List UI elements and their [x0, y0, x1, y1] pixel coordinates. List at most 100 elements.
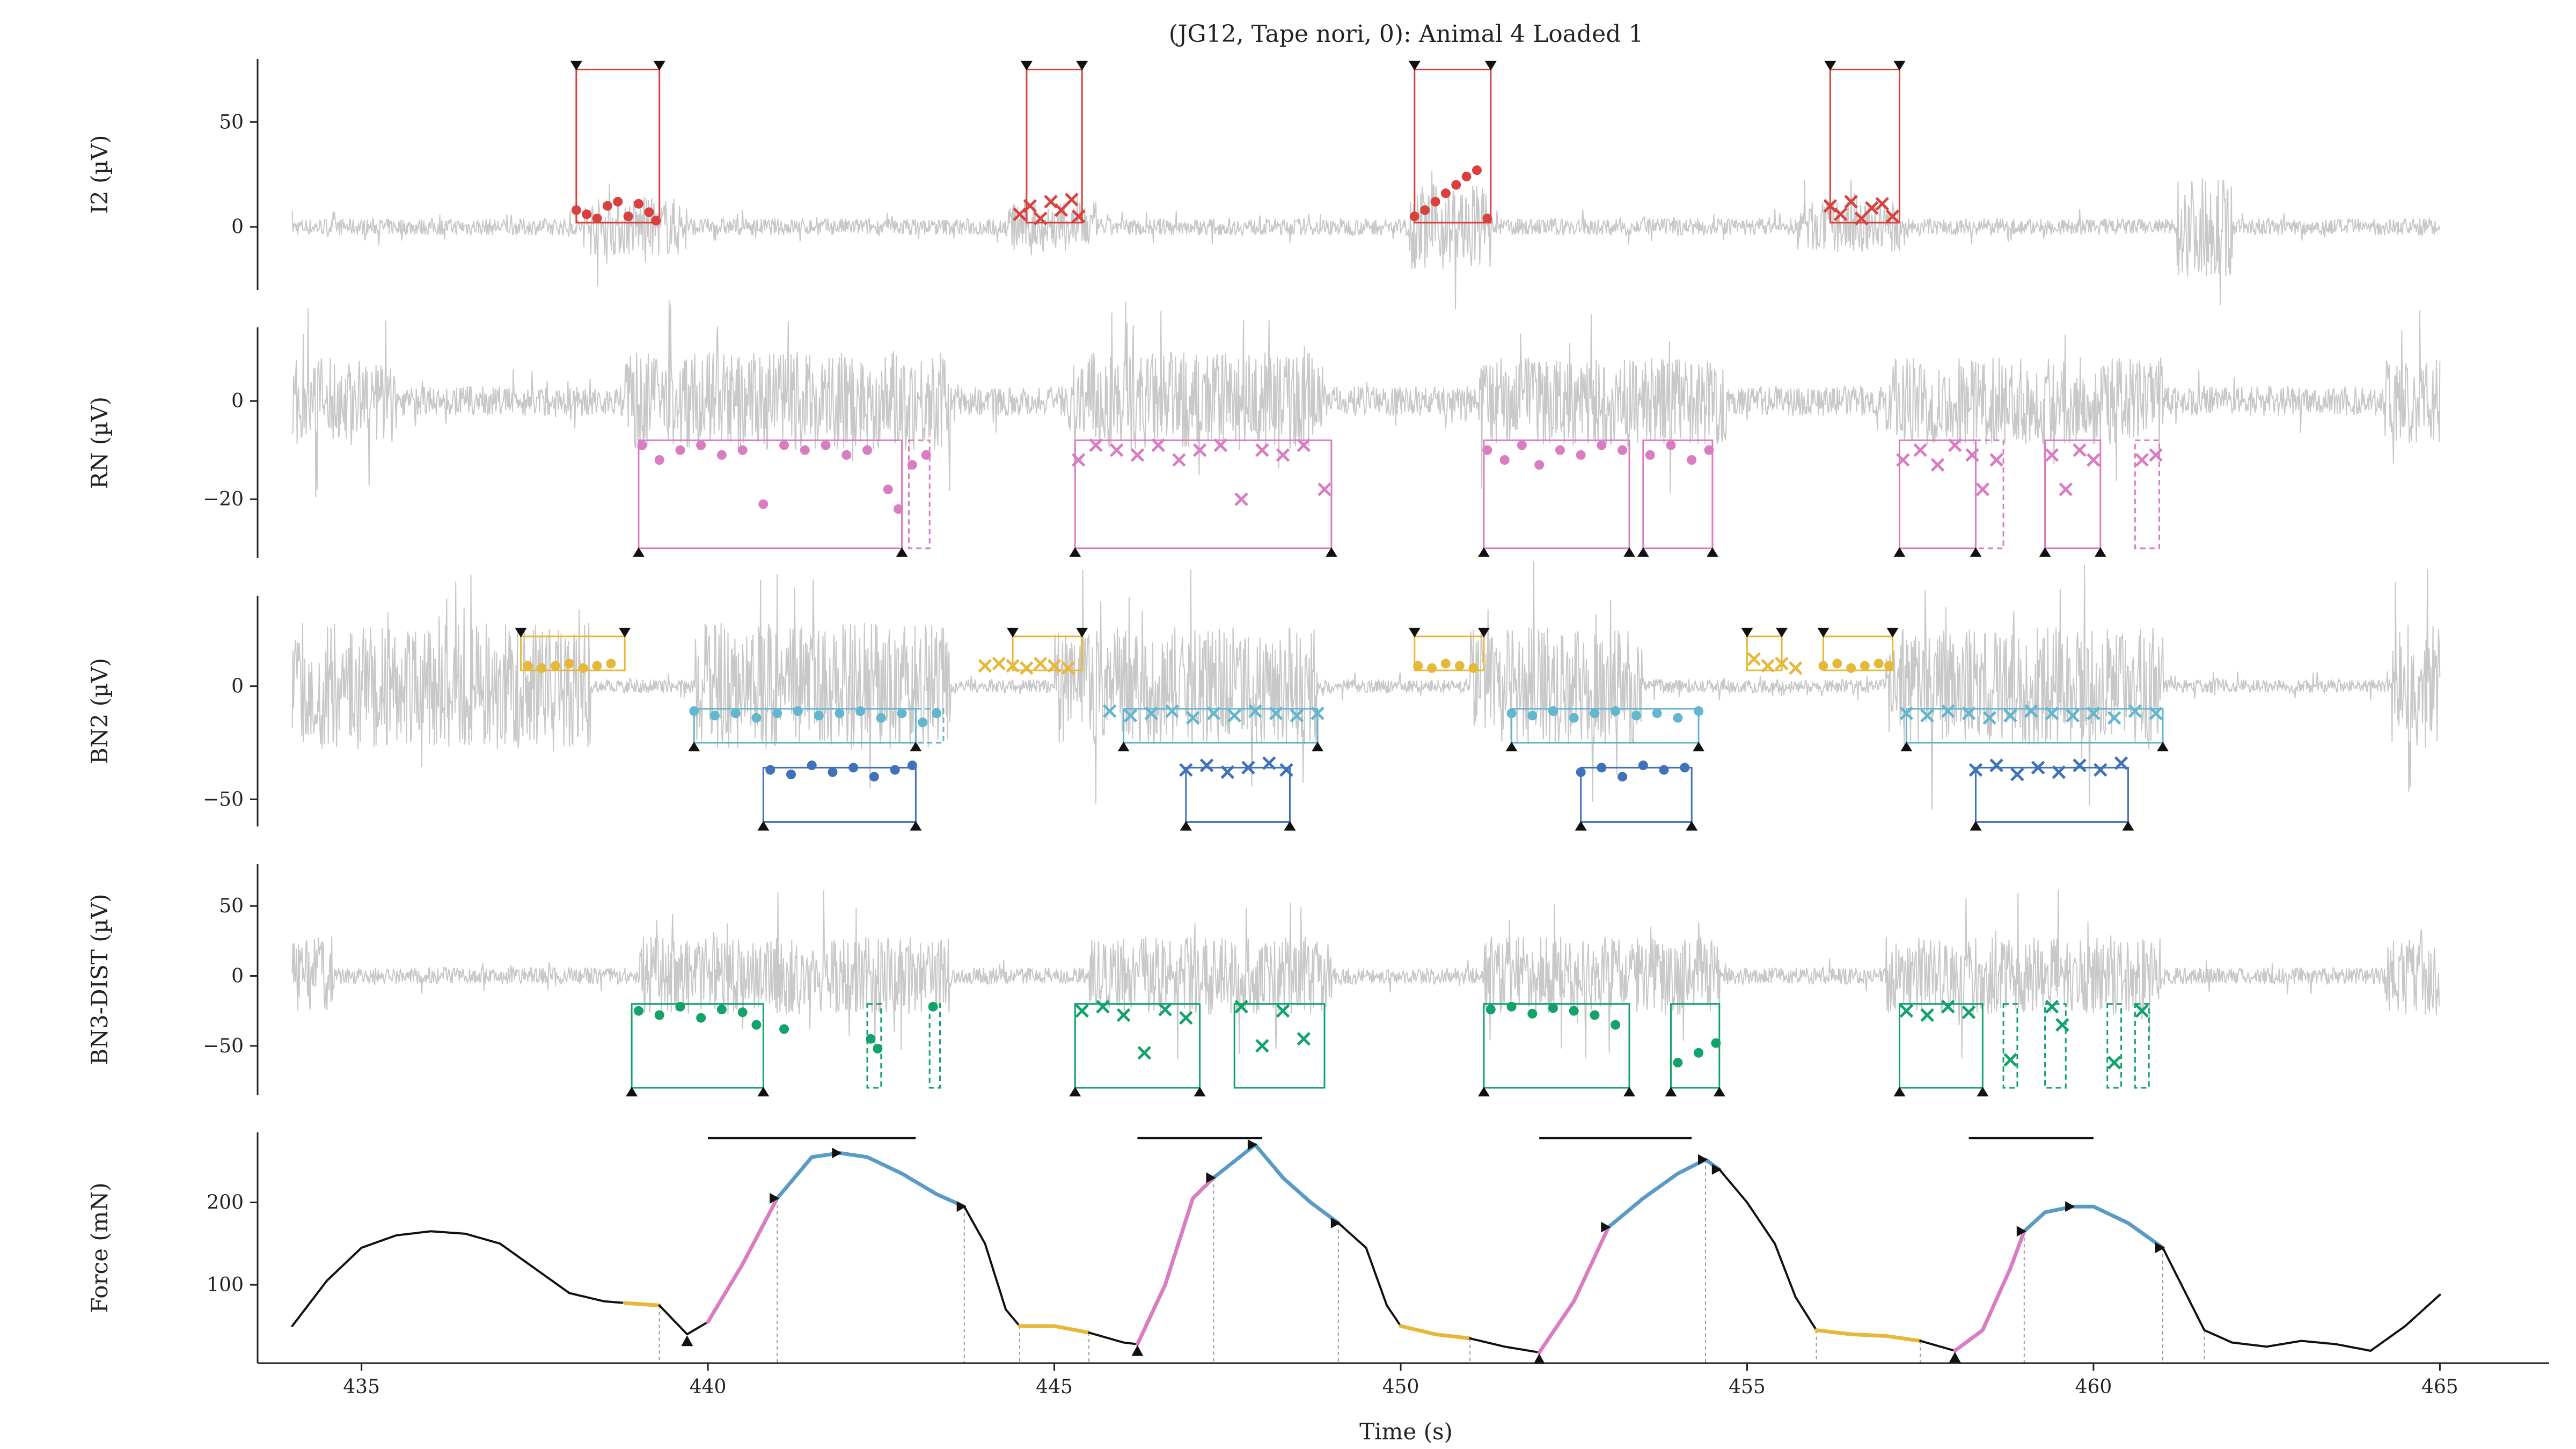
spike-dot	[1666, 440, 1676, 450]
onset-marker-up	[757, 821, 770, 831]
onset-marker-down	[515, 627, 527, 638]
spike-x-marker	[2149, 448, 2163, 462]
spike-x-marker	[1151, 438, 1165, 452]
spike-dot	[807, 760, 817, 771]
spike-dot	[869, 772, 879, 782]
spike-dot	[716, 1005, 727, 1015]
spike-dot	[1468, 663, 1479, 673]
spike-dot	[1611, 706, 1621, 716]
onset-marker-up	[1069, 547, 1081, 557]
onset-marker-up	[1284, 821, 1296, 831]
spike-dot	[1652, 708, 1662, 719]
spike-x-marker	[2045, 448, 2059, 462]
spike-dot	[592, 214, 602, 224]
spike-dot	[1517, 440, 1527, 450]
spike-x-marker	[2066, 708, 2080, 723]
force-marker-right	[2016, 1226, 2026, 1237]
y-axis-label: RN (µV)	[86, 397, 113, 489]
onset-marker-up	[896, 547, 908, 557]
force-segment	[775, 1151, 967, 1209]
onset-marker-down	[1076, 61, 1088, 71]
spike-x-marker	[1948, 438, 1962, 452]
onset-marker-up	[757, 1086, 770, 1096]
spike-dot	[907, 460, 917, 470]
onset-marker-up	[1693, 742, 1705, 752]
spike-dot	[1472, 165, 1482, 175]
spike-x-marker	[2059, 482, 2073, 496]
force-segment	[2022, 1204, 2165, 1250]
force-segment	[1469, 1337, 1541, 1353]
panel-force: 100 200 Force (mN)	[86, 1132, 2441, 1365]
spike-x-marker	[1279, 763, 1293, 777]
spike-x-marker	[1747, 652, 1761, 666]
onset-marker-down	[1076, 627, 1088, 638]
onset-marker-up	[1477, 547, 1490, 557]
raw-trace	[291, 300, 2441, 497]
x-axis-label: Time (s)	[1359, 1418, 1453, 1445]
spike-x-marker	[1989, 453, 2003, 467]
spike-x-marker	[1020, 661, 1034, 675]
spike-dot	[1548, 706, 1558, 716]
spike-x-marker	[1192, 443, 1207, 457]
force-segment	[1718, 1168, 1818, 1331]
onset-marker-up	[1706, 547, 1718, 557]
y-tick-label: −20	[203, 488, 244, 510]
spike-x-marker	[2087, 453, 2101, 467]
spike-x-marker	[1968, 763, 1983, 777]
spike-dot	[1461, 171, 1472, 181]
onset-marker-up	[1665, 1086, 1677, 1096]
force-marker-right	[1601, 1221, 1611, 1233]
spike-dot	[1694, 1048, 1704, 1058]
y-tick-label: −50	[203, 788, 244, 810]
spike-x-marker	[2073, 443, 2087, 457]
spike-x-marker	[1033, 211, 1048, 225]
burst-box	[1483, 1003, 1630, 1089]
spike-dot	[751, 1020, 762, 1030]
spike-dot	[675, 1001, 685, 1012]
spike-x-marker	[2094, 763, 2107, 777]
spike-x-marker	[1885, 209, 1900, 223]
spike-x-marker	[1116, 1008, 1131, 1022]
spike-dot	[921, 450, 931, 460]
spike-dot	[758, 499, 769, 509]
onset-marker-down	[1408, 61, 1421, 71]
spike-dot	[592, 661, 602, 671]
force-segment	[1088, 1331, 1139, 1345]
burst-box	[1580, 766, 1693, 823]
spike-x-marker	[1033, 656, 1048, 671]
force-marker-right	[770, 1192, 780, 1204]
spike-x-marker	[1158, 1002, 1172, 1016]
spike-dot	[1590, 1010, 1600, 1020]
onset-marker-up	[626, 1086, 638, 1096]
spike-dot	[1884, 661, 1894, 671]
spike-dot	[1569, 1006, 1579, 1016]
spike-dot	[606, 658, 616, 669]
x-tick-label: 445	[1036, 1376, 1073, 1398]
spike-x-marker	[978, 658, 992, 673]
spike-dot	[634, 199, 643, 209]
burst-box	[1822, 635, 1894, 671]
spike-x-marker	[2045, 706, 2059, 720]
x-tick-label: 450	[1382, 1376, 1419, 1398]
spike-dot	[1409, 211, 1419, 222]
spike-x-marker	[1962, 1005, 1976, 1020]
force-marker-right	[832, 1147, 842, 1159]
force-segment	[291, 1230, 626, 1327]
raw-trace	[291, 171, 2441, 310]
spike-x-marker	[1311, 706, 1324, 720]
spike-dot	[1618, 772, 1628, 782]
spike-x-marker	[1044, 195, 1058, 209]
burst-box	[1012, 635, 1083, 671]
spike-x-marker	[992, 656, 1006, 671]
spike-dot	[835, 708, 845, 719]
spike-x-marker	[1896, 453, 1910, 467]
burst-box	[2134, 439, 2161, 550]
onset-marker-up	[1637, 547, 1649, 557]
spike-x-marker	[1137, 1046, 1152, 1060]
onset-marker-up	[1505, 742, 1518, 752]
spike-dot	[1597, 763, 1607, 773]
x-tick-label: 465	[2421, 1376, 2458, 1398]
spike-x-marker	[1920, 1008, 1934, 1022]
spike-x-marker	[1103, 704, 1117, 718]
spike-x-marker	[1930, 458, 1945, 472]
